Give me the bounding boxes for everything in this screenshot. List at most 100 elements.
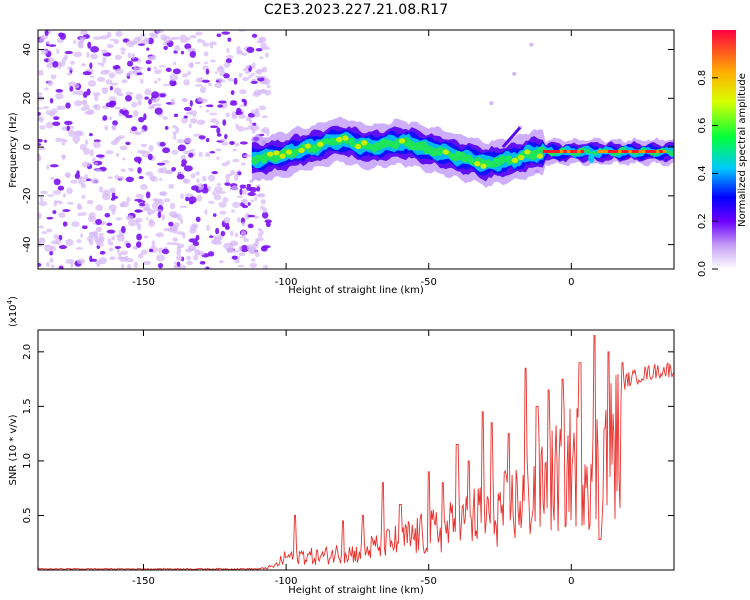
noise-blob [195,171,200,176]
noise-blob [210,43,214,49]
noise-blob [44,30,49,37]
noise-blob [171,149,179,155]
noise-blob [172,124,177,129]
noise-blob [209,59,216,63]
noise-blob [238,72,243,78]
noise-blob [186,47,195,51]
noise-blob [217,104,224,108]
noise-blob [220,138,227,142]
noise-blob [153,66,158,70]
noise-blob [208,200,215,204]
snr-panel: -150 -100 -50 0 0.5 1.0 1.5 2.0 Height of strai… [6,296,675,596]
noise-blob [111,192,116,198]
noise-blob [163,198,171,203]
noise-blob [44,87,49,91]
noise-blob [55,238,62,245]
ridge-core [624,149,629,153]
noise-blob [38,116,44,123]
noise-blob [255,47,263,52]
noise-blob [204,208,208,215]
noise-blob [62,139,69,143]
x-tick-label: -150 [132,576,155,587]
noise-blob [119,145,128,151]
ridge-core [600,149,605,153]
noise-blob [252,122,257,126]
noise-blob [257,193,266,198]
noise-blob [222,119,227,126]
noise-blob [489,101,494,106]
noise-blob [90,46,100,53]
noise-blob [207,82,213,87]
ridge-blob [329,137,337,143]
noise-blob [262,264,269,269]
noise-blob [251,128,256,134]
noise-blob [154,107,163,115]
noise-blob [64,171,71,178]
noise-blob [188,152,194,158]
noise-blob [157,78,161,81]
noise-blob [148,98,152,105]
noise-blob [106,222,113,226]
noise-blob [241,98,246,103]
noise-blob [222,197,229,203]
ridge-blob [342,135,349,141]
noise-blob [128,219,137,227]
noise-blob [218,259,224,264]
ridge-blob [499,157,506,163]
noise-blob [104,125,109,131]
noise-blob [199,261,206,265]
noise-blob [207,251,215,257]
noise-blob [232,250,240,253]
noise-blob [81,63,87,67]
noise-blob [70,179,78,184]
noise-blob [157,262,164,269]
noise-blob [170,98,176,106]
noise-blob [187,244,196,251]
spectrogram-ylabel: Frequency (Hz) [8,112,19,188]
ridge-blob [285,149,293,155]
noise-blob [89,133,93,137]
noise-blob [133,36,141,44]
noise-blob [195,77,203,83]
ridge-core [607,149,612,153]
noise-blob [154,69,162,74]
noise-blob [205,104,214,108]
noise-blob [120,51,126,55]
noise-blob [53,116,60,121]
noise-blob [261,115,268,119]
noise-blob [67,66,73,71]
ridge-feature [588,153,595,164]
noise-blob [62,221,68,227]
ridge-blob [273,150,280,156]
noise-blob [90,53,98,60]
ridge-blob [530,153,537,159]
noise-blob [158,177,163,181]
noise-blob [242,154,252,158]
noise-blob [55,92,64,100]
noise-blob [193,254,198,261]
noise-blob [49,176,56,180]
noise-blob [38,201,48,207]
noise-blob [215,120,220,126]
noise-blob [147,153,153,161]
noise-blob [50,74,57,80]
ridge-core [559,149,564,153]
ridge-core [645,149,650,153]
y-tick-label: 1.5 [22,398,33,414]
noise-blob [56,48,60,55]
noise-blob [113,87,122,95]
noise-blob [73,51,83,58]
noise-blob [181,264,186,269]
noise-blob [172,213,179,219]
noise-blob [140,78,144,84]
noise-blob [129,168,134,172]
noise-blob [237,264,245,268]
noise-blob [227,77,234,82]
noise-blob [46,164,50,170]
noise-blob [49,251,53,256]
noise-blob [194,61,201,65]
noise-blob [127,52,132,59]
noise-blob [184,137,193,144]
noise-blob [38,107,43,110]
